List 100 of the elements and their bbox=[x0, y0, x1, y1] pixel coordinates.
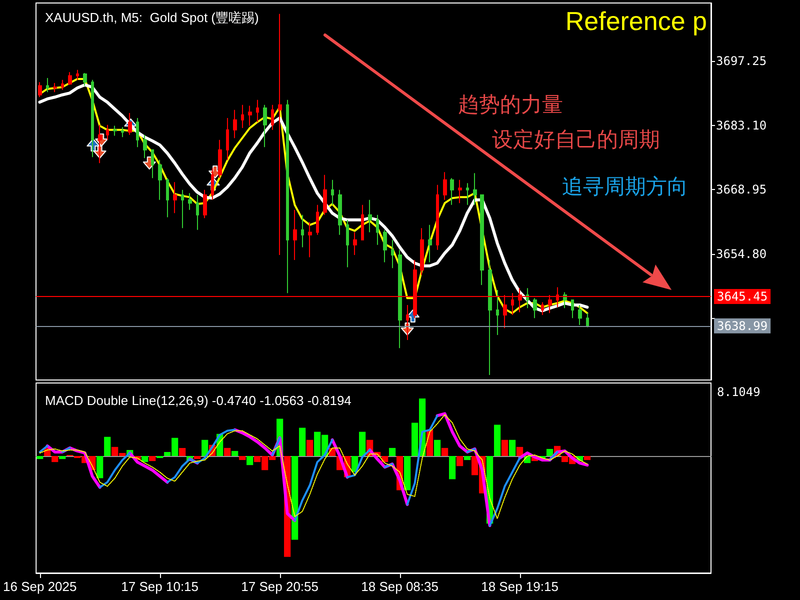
candlestick bbox=[361, 204, 364, 240]
bar bbox=[232, 450, 238, 456]
bar bbox=[36, 456, 44, 460]
candlestick bbox=[211, 168, 214, 200]
candlestick bbox=[233, 109, 237, 139]
text: 8.1049 bbox=[717, 385, 760, 399]
candlestick bbox=[368, 199, 372, 233]
candlestick bbox=[203, 189, 207, 219]
candlestick bbox=[586, 312, 589, 328]
candlestick bbox=[188, 192, 192, 210]
bar bbox=[246, 456, 254, 466]
bar bbox=[404, 456, 411, 490]
candlestick bbox=[76, 69, 79, 80]
candlestick bbox=[53, 82, 57, 93]
candlestick bbox=[406, 304, 409, 340]
candlestick bbox=[241, 104, 244, 129]
candlestick bbox=[173, 182, 177, 214]
candlestick bbox=[496, 289, 499, 336]
candlestick bbox=[293, 209, 297, 260]
candlestick bbox=[458, 179, 462, 204]
bar bbox=[142, 456, 148, 462]
candlestick bbox=[263, 104, 267, 148]
bar bbox=[239, 456, 246, 460]
bar bbox=[501, 440, 508, 456]
candlestick bbox=[226, 118, 229, 160]
candlestick bbox=[398, 249, 402, 349]
candlestick bbox=[151, 149, 154, 179]
bar bbox=[434, 440, 441, 456]
candlestick bbox=[533, 298, 537, 319]
candlestick bbox=[196, 194, 199, 230]
candlestick bbox=[143, 134, 147, 159]
candlestick bbox=[331, 179, 334, 206]
bar bbox=[464, 456, 471, 460]
candlestick bbox=[301, 214, 304, 248]
candlestick bbox=[46, 78, 49, 93]
bar bbox=[59, 456, 66, 460]
candlestick bbox=[578, 304, 582, 326]
candlestick bbox=[420, 228, 424, 276]
bar bbox=[179, 448, 186, 456]
x-tick-label: 16 Sep 2025 bbox=[3, 579, 77, 594]
candlestick bbox=[443, 172, 447, 200]
candlestick bbox=[113, 125, 117, 136]
candlestick bbox=[473, 172, 477, 206]
candlestick bbox=[316, 204, 319, 236]
candlestick bbox=[128, 112, 132, 136]
candlestick bbox=[488, 259, 492, 376]
candlestick bbox=[83, 72, 87, 86]
text: XAUUSD.th, M5: Gold Spot (豐嗟踢) bbox=[45, 10, 259, 25]
bar bbox=[508, 440, 516, 456]
bar bbox=[52, 456, 58, 462]
candlestick bbox=[121, 126, 124, 138]
bar bbox=[149, 456, 156, 462]
candlestick bbox=[68, 72, 72, 86]
bar bbox=[516, 446, 524, 456]
candlestick bbox=[98, 124, 102, 164]
annotation: 追寻周期方向 bbox=[562, 174, 688, 198]
bar bbox=[456, 456, 464, 466]
candlestick bbox=[376, 214, 379, 246]
x-tick-label: 17 Sep 20:55 bbox=[241, 579, 319, 594]
candlestick bbox=[338, 189, 342, 236]
ref-line-label: 3645.45 bbox=[717, 290, 768, 304]
candlestick bbox=[61, 79, 64, 90]
candlestick bbox=[271, 104, 274, 130]
annotation: 趋势的力量 bbox=[458, 92, 563, 116]
candlestick bbox=[526, 288, 529, 309]
bar bbox=[441, 448, 448, 456]
bar bbox=[104, 436, 111, 456]
bar bbox=[299, 428, 306, 456]
candlestick bbox=[38, 82, 42, 98]
y-tick-label: 3683.10 bbox=[716, 118, 767, 132]
candlestick bbox=[436, 184, 439, 250]
candlestick bbox=[278, 13, 282, 256]
candlestick bbox=[308, 222, 312, 258]
candlestick bbox=[91, 79, 94, 158]
candlestick bbox=[466, 182, 469, 206]
annotation: Reference p bbox=[565, 6, 708, 36]
bar bbox=[546, 448, 554, 456]
candlestick bbox=[181, 189, 184, 229]
candlestick bbox=[136, 118, 139, 148]
candlestick bbox=[353, 232, 357, 256]
candlestick bbox=[256, 99, 259, 123]
candlestick bbox=[158, 159, 162, 200]
x-tick-label: 17 Sep 10:15 bbox=[121, 579, 199, 594]
x-tick-label: 18 Sep 19:15 bbox=[481, 579, 558, 594]
bar bbox=[306, 440, 314, 456]
bar bbox=[389, 448, 396, 456]
candlestick bbox=[428, 224, 432, 263]
candlestick bbox=[571, 299, 574, 319]
candlestick bbox=[218, 139, 222, 179]
annotation: 设定好自己的周期 bbox=[492, 128, 660, 152]
bar bbox=[584, 456, 591, 460]
y-tick-label: 3668.95 bbox=[716, 182, 767, 197]
bar bbox=[224, 448, 231, 456]
bar bbox=[448, 456, 456, 480]
candlestick bbox=[323, 174, 327, 216]
bar bbox=[194, 456, 201, 460]
candlestick bbox=[166, 178, 169, 218]
candlestick bbox=[541, 302, 544, 316]
candlestick bbox=[286, 99, 289, 294]
y-tick-label: 3654.80 bbox=[716, 247, 767, 262]
